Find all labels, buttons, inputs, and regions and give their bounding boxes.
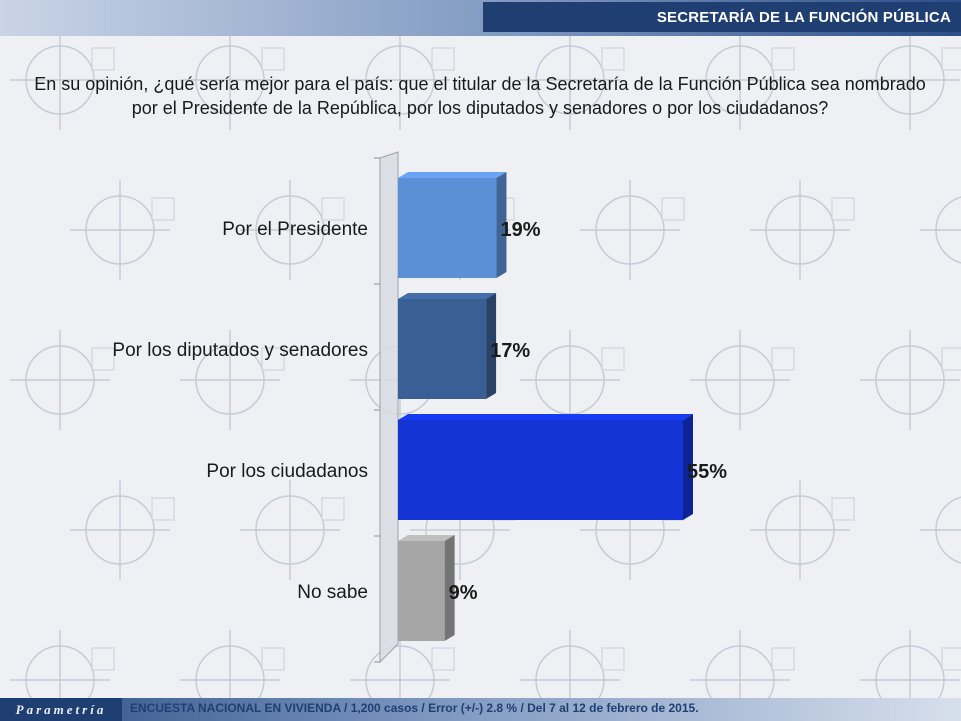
bar-group bbox=[398, 535, 455, 641]
category-label: Por los ciudadanos bbox=[206, 461, 368, 482]
watermark-square bbox=[321, 197, 345, 221]
watermark-square bbox=[771, 647, 795, 671]
survey-question: En su opinión, ¿qué sería mejor para el … bbox=[34, 74, 926, 118]
bar-group bbox=[398, 293, 497, 399]
bar-top-face bbox=[398, 414, 693, 420]
watermark-square bbox=[831, 197, 855, 221]
bar bbox=[398, 541, 445, 641]
survey-note: ENCUESTA NACIONAL EN VIVIENDA / 1,200 ca… bbox=[130, 701, 699, 715]
watermark-square bbox=[151, 197, 175, 221]
bar-group bbox=[398, 414, 693, 520]
watermark-square bbox=[941, 647, 961, 671]
watermark-square bbox=[601, 647, 625, 671]
watermark-square bbox=[661, 197, 685, 221]
watermark-square bbox=[941, 47, 961, 71]
bar-side-face bbox=[683, 414, 693, 520]
watermark-square bbox=[601, 347, 625, 371]
value-label: 55% bbox=[687, 461, 727, 483]
value-label: 9% bbox=[449, 582, 478, 604]
bar-top-face bbox=[398, 172, 507, 178]
watermark-square bbox=[91, 647, 115, 671]
bar-side-face bbox=[486, 293, 497, 399]
category-label: Por los diputados y senadores bbox=[112, 340, 368, 361]
watermark-square bbox=[431, 47, 455, 71]
bar-top-face bbox=[398, 535, 455, 541]
value-label: 19% bbox=[500, 219, 540, 241]
watermark-square bbox=[771, 347, 795, 371]
watermark-square bbox=[261, 347, 285, 371]
bar-top-face bbox=[398, 293, 497, 299]
watermark-square bbox=[771, 47, 795, 71]
bar-group bbox=[398, 172, 507, 278]
watermark-square bbox=[431, 647, 455, 671]
header-title: SECRETARÍA DE LA FUNCIÓN PÚBLICA bbox=[483, 2, 961, 32]
watermark-square bbox=[151, 497, 175, 521]
bar bbox=[398, 299, 487, 399]
category-label: Por el Presidente bbox=[222, 219, 368, 240]
watermark-square bbox=[91, 347, 115, 371]
watermark-square bbox=[91, 47, 115, 71]
footer-band bbox=[0, 698, 961, 721]
bar bbox=[398, 178, 497, 278]
watermark-square bbox=[261, 47, 285, 71]
chart-axis-wall bbox=[379, 151, 399, 664]
bar-side-face bbox=[444, 535, 455, 641]
bar-side-face bbox=[496, 172, 507, 278]
watermark-square bbox=[261, 647, 285, 671]
watermark-square bbox=[941, 347, 961, 371]
value-label: 17% bbox=[490, 340, 530, 362]
parametria-logo: Parametría bbox=[0, 698, 122, 721]
category-label: No sabe bbox=[297, 582, 368, 603]
watermark-square bbox=[601, 47, 625, 71]
watermark-square bbox=[321, 497, 345, 521]
watermark-square bbox=[831, 497, 855, 521]
bar bbox=[398, 420, 683, 520]
